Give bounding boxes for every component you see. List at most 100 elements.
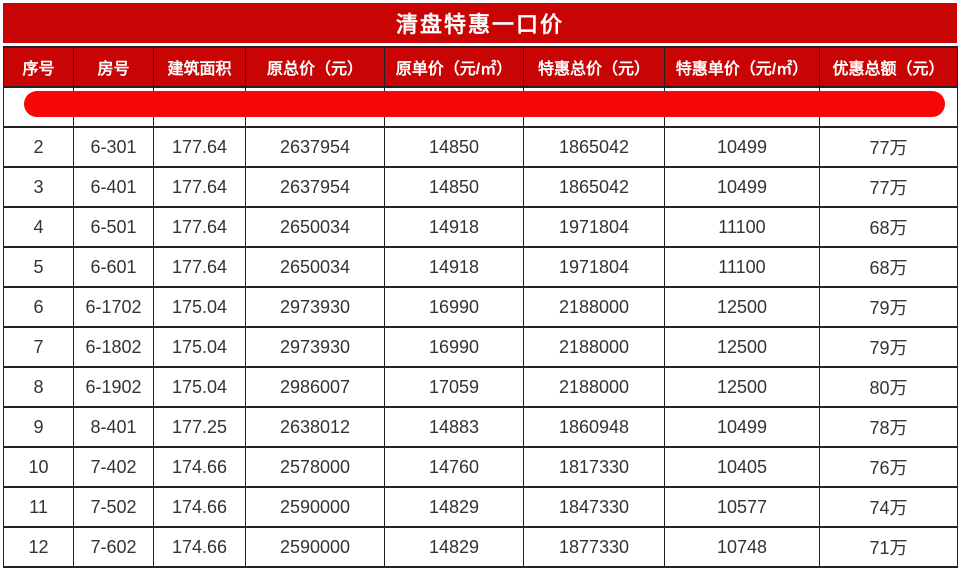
cell-special-unit-price: 10748 [664,526,820,568]
cell-discount-total: 79万 [819,286,958,328]
cell-building-area: 177.25 [153,406,246,448]
column-header-special-unit-price: 特惠单价（元/㎡） [664,46,820,88]
cell-original-unit-price: 14918 [384,206,524,248]
table-row: 10 7-402 174.66 2578000 14760 1817330 10… [3,446,958,488]
cell-original-unit-price: 17059 [384,366,524,408]
cell-original-unit-price: 14883 [384,406,524,448]
cell-building-area: 177.64 [153,126,246,168]
cell-building-area: 177.64 [153,246,246,288]
column-header-room-number: 房号 [73,46,154,88]
cell-building-area: 175.04 [153,366,246,408]
cell-room-number: 6-501 [73,206,154,248]
cell-discount-total: 80万 [819,366,958,408]
cell-room-number: 7-502 [73,486,154,528]
cell-original-unit-price: 14850 [384,166,524,208]
cell-special-total: 1971804 [523,206,665,248]
cell-special-total: 1847330 [523,486,665,528]
cell-original-unit-price: 16990 [384,326,524,368]
cell-special-unit-price: 10577 [664,486,820,528]
cell-building-area: 174.66 [153,526,246,568]
cell-room-number: 6-1702 [73,286,154,328]
cell-special-unit-price: 10499 [664,406,820,448]
cell-special-unit-price: 10499 [664,126,820,168]
cell-discount-total: 68万 [819,206,958,248]
cell-original-total: 2590000 [245,486,385,528]
cell-original-unit-price: 14829 [384,486,524,528]
cell-original-total: 2650034 [245,246,385,288]
table-row: 11 7-502 174.66 2590000 14829 1847330 10… [3,486,958,528]
table-row: 3 6-401 177.64 2637954 14850 1865042 104… [3,166,958,208]
cell-special-total: 1877330 [523,526,665,568]
table-header: 序号 房号 建筑面积 原总价（元） 原单价（元/㎡） 特惠总价（元） 特惠单价（… [3,46,958,88]
cell-original-unit-price: 14918 [384,246,524,288]
cell-room-number: 6-1902 [73,366,154,408]
cell-building-area: 175.04 [153,326,246,368]
cell-discount-total: 78万 [819,406,958,448]
cell-original-total: 2590000 [245,526,385,568]
cell-room-number: 8-401 [73,406,154,448]
cell-special-total: 1971804 [523,246,665,288]
cell-original-unit-price: 14850 [384,126,524,168]
cell-original-total: 2986007 [245,366,385,408]
cell-original-unit-price: 16990 [384,286,524,328]
cell-room-number: 7-602 [73,526,154,568]
cell-index: 11 [3,486,74,528]
cell-special-total: 2188000 [523,286,665,328]
cell-original-total: 2973930 [245,286,385,328]
table-row: 12 7-602 174.66 2590000 14829 1877330 10… [3,526,958,568]
cell-index: 3 [3,166,74,208]
cell-original-total: 2973930 [245,326,385,368]
cell-building-area: 174.66 [153,446,246,488]
cell-room-number: 7-402 [73,446,154,488]
cell-special-unit-price: 12500 [664,326,820,368]
cell-original-total: 2637954 [245,166,385,208]
cell-original-total: 2638012 [245,406,385,448]
cell-special-unit-price: 11100 [664,246,820,288]
table-row: 6 6-1702 175.04 2973930 16990 2188000 12… [3,286,958,328]
cell-building-area: 174.66 [153,486,246,528]
column-header-discount-total: 优惠总额（元） [819,46,958,88]
column-header-building-area: 建筑面积 [153,46,246,88]
title-bar: 清盘特惠一口价 [3,3,957,43]
header-row: 序号 房号 建筑面积 原总价（元） 原单价（元/㎡） 特惠总价（元） 特惠单价（… [3,46,958,88]
redaction-bar [24,91,945,117]
table-row: 8 6-1902 175.04 2986007 17059 2188000 12… [3,366,958,408]
cell-index: 7 [3,326,74,368]
cell-special-total: 1865042 [523,166,665,208]
column-header-index: 序号 [3,46,74,88]
cell-special-unit-price: 12500 [664,286,820,328]
column-header-original-unit-price: 原单价（元/㎡） [384,46,524,88]
cell-index: 10 [3,446,74,488]
cell-discount-total: 68万 [819,246,958,288]
cell-index: 8 [3,366,74,408]
table-row: 4 6-501 177.64 2650034 14918 1971804 111… [3,206,958,248]
cell-index: 4 [3,206,74,248]
column-header-special-total: 特惠总价（元） [523,46,665,88]
table-row: 9 8-401 177.25 2638012 14883 1860948 104… [3,406,958,448]
cell-discount-total: 76万 [819,446,958,488]
page-title: 清盘特惠一口价 [395,12,564,37]
table-body: 2 6-301 177.64 2637954 14850 1865042 104… [3,86,958,568]
cell-room-number: 6-301 [73,126,154,168]
cell-special-unit-price: 11100 [664,206,820,248]
cell-discount-total: 77万 [819,166,958,208]
cell-room-number: 6-401 [73,166,154,208]
cell-index: 2 [3,126,74,168]
column-header-original-total: 原总价（元） [245,46,385,88]
cell-special-unit-price: 10405 [664,446,820,488]
cell-room-number: 6-1802 [73,326,154,368]
cell-original-unit-price: 14829 [384,526,524,568]
cell-original-unit-price: 14760 [384,446,524,488]
cell-index: 12 [3,526,74,568]
cell-index: 6 [3,286,74,328]
cell-index: 9 [3,406,74,448]
cell-original-total: 2637954 [245,126,385,168]
cell-special-unit-price: 12500 [664,366,820,408]
table-row: 5 6-601 177.64 2650034 14918 1971804 111… [3,246,958,288]
cell-special-total: 1865042 [523,126,665,168]
price-table: 序号 房号 建筑面积 原总价（元） 原单价（元/㎡） 特惠总价（元） 特惠单价（… [3,46,958,568]
cell-building-area: 175.04 [153,286,246,328]
cell-special-unit-price: 10499 [664,166,820,208]
cell-room-number: 6-601 [73,246,154,288]
